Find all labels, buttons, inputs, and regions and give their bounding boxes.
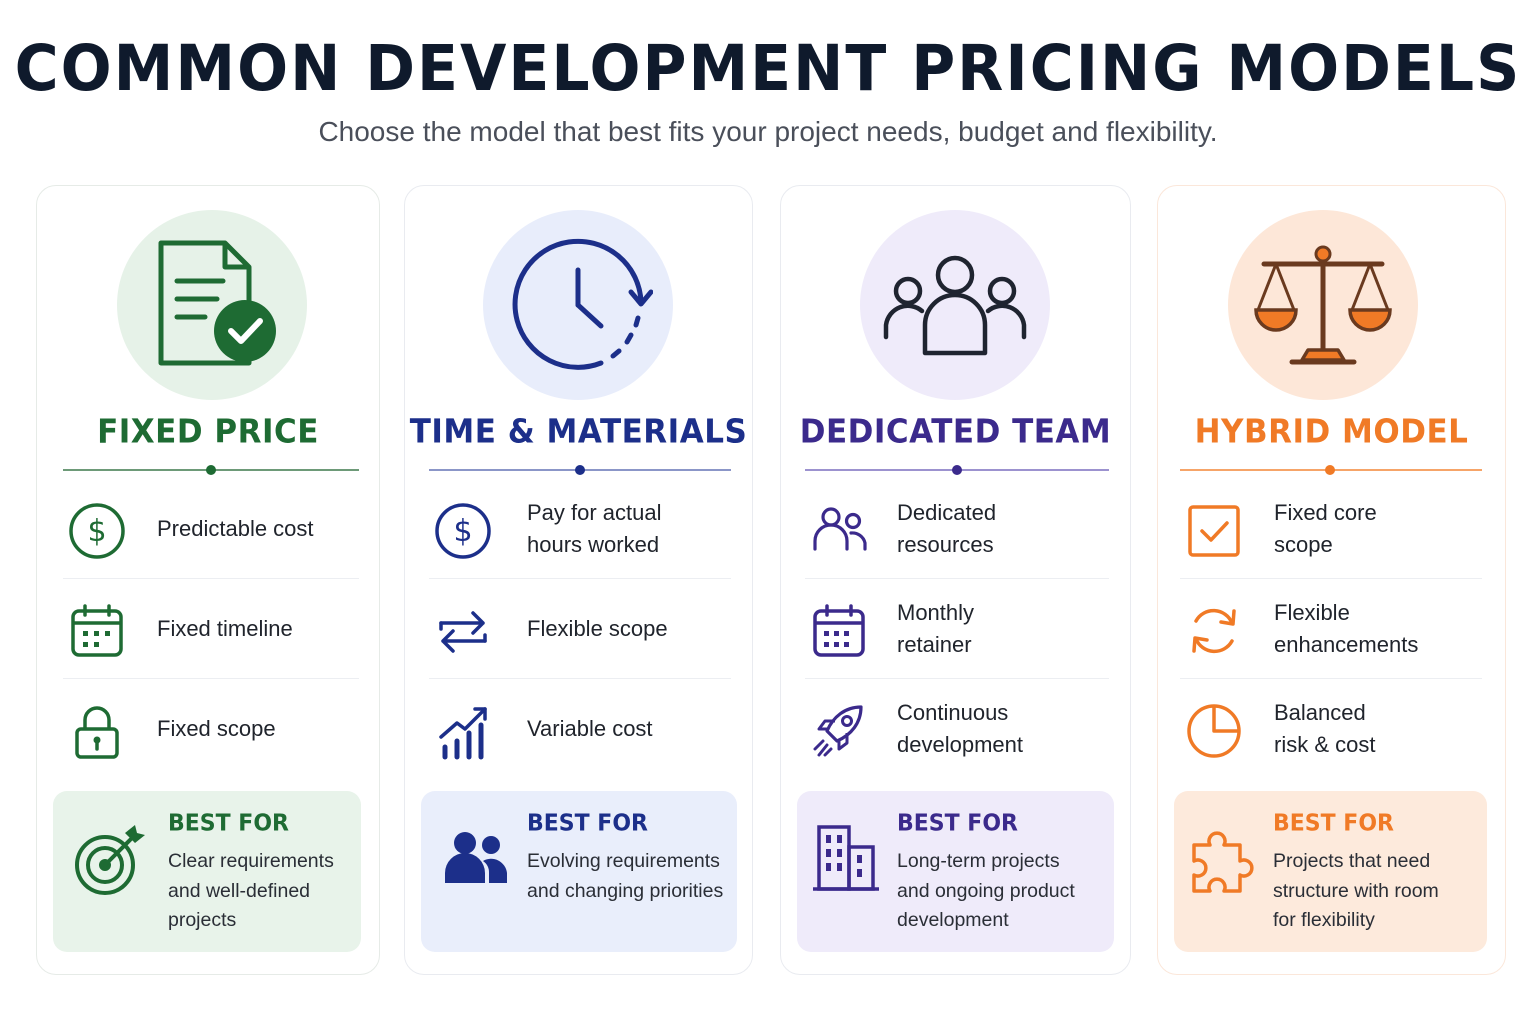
feature-text: Predictable cost — [157, 516, 314, 541]
target-icon — [75, 825, 145, 895]
rocket-icon — [813, 705, 863, 757]
swap-arrows-icon — [439, 611, 487, 653]
calendar-icon — [813, 604, 865, 657]
feature-item: Flexible enhancements — [1180, 579, 1482, 679]
card-title: FIXED PRICE — [97, 413, 319, 451]
card-title: HYBRID MODEL — [1194, 413, 1469, 451]
document-check-icon — [158, 240, 276, 366]
title-divider — [63, 465, 359, 475]
best-for-heading: BEST FOR — [897, 810, 1018, 837]
best-for-panel: BEST FOR Projects that need structure wi… — [1174, 791, 1487, 952]
feature-item: Dedicated resources — [805, 479, 1109, 579]
feature-item: Flexible scope — [429, 579, 731, 679]
feature-text: Pay for actual hours worked — [527, 500, 662, 557]
feature-text: Flexible scope — [527, 616, 668, 641]
feature-text: Fixed timeline — [157, 616, 293, 641]
best-for-text: Long-term projects and ongoing product d… — [897, 850, 1075, 931]
feature-text: Flexible enhancements — [1274, 600, 1419, 657]
people-icon — [813, 507, 867, 551]
feature-text: Fixed core scope — [1274, 500, 1377, 557]
svg-text:$: $ — [87, 514, 106, 549]
title-divider — [805, 465, 1109, 475]
card-time-materials: TIME & MATERIALS $ Pay for actual hours … — [404, 185, 753, 975]
card-fixed-price: FIXED PRICE $ Predictable cost Fixed tim… — [36, 185, 380, 975]
title-divider — [429, 465, 731, 475]
best-for-panel: BEST FOR Clear requirements and well-def… — [53, 791, 361, 952]
card-title: TIME & MATERIALS — [409, 413, 748, 451]
best-for-heading: BEST FOR — [527, 810, 648, 837]
puzzle-icon — [1192, 831, 1254, 893]
balance-scale-icon — [1254, 245, 1392, 365]
hero-circle — [117, 210, 307, 400]
feature-item: Monthly retainer — [805, 579, 1109, 679]
best-for-heading: BEST FOR — [168, 810, 289, 837]
feature-item: Fixed timeline — [63, 579, 359, 679]
hero-circle — [1228, 210, 1418, 400]
best-for-text: Evolving requirements and changing prior… — [527, 850, 724, 902]
pie-chart-icon — [1187, 704, 1241, 758]
feature-text: Fixed scope — [157, 716, 276, 741]
hero-circle — [860, 210, 1050, 400]
dollar-circle-icon: $ — [435, 503, 491, 559]
clock-cycle-icon — [512, 238, 653, 370]
svg-text:$: $ — [453, 514, 472, 549]
feature-text: Balanced risk & cost — [1274, 700, 1376, 757]
refresh-icon — [1192, 608, 1236, 654]
best-for-panel: BEST FOR Evolving requirements and chang… — [421, 791, 737, 952]
checkbox-icon — [1188, 505, 1240, 557]
card-hybrid-model: HYBRID MODEL Fixed core scope Flexible e… — [1157, 185, 1506, 975]
card-title: DEDICATED TEAM — [799, 413, 1112, 451]
best-for-panel: BEST FOR Long-term projects and ongoing … — [797, 791, 1114, 952]
feature-item: Fixed scope — [63, 679, 359, 779]
card-dedicated-team: DEDICATED TEAM Dedicated resources Month… — [780, 185, 1131, 975]
feature-item: Balanced risk & cost — [1180, 679, 1482, 779]
feature-item: Variable cost — [429, 679, 731, 779]
feature-text: Continuous development — [897, 700, 1023, 757]
page-title: COMMON DEVELOPMENT PRICING MODELS — [14, 31, 1522, 107]
building-icon — [813, 825, 879, 891]
feature-item: $ Pay for actual hours worked — [429, 479, 731, 579]
team-icon — [883, 255, 1027, 356]
dollar-circle-icon: $ — [69, 503, 125, 559]
best-for-heading: BEST FOR — [1273, 810, 1394, 837]
hero-circle — [483, 210, 673, 400]
lock-icon — [75, 706, 119, 759]
feature-text: Dedicated resources — [897, 500, 997, 557]
feature-item: $ Predictable cost — [63, 479, 359, 579]
feature-item: Fixed core scope — [1180, 479, 1482, 579]
users-icon — [445, 832, 507, 883]
feature-item: Continuous development — [805, 679, 1109, 779]
feature-text: Monthly retainer — [897, 600, 975, 657]
calendar-icon — [71, 604, 123, 657]
best-for-text: Clear requirements and well-defined proj… — [168, 850, 334, 931]
feature-text: Variable cost — [527, 716, 653, 741]
best-for-text: Projects that need structure with room f… — [1273, 850, 1439, 931]
page-subtitle: Choose the model that best fits your pro… — [318, 116, 1218, 147]
title-divider — [1180, 465, 1482, 475]
growth-chart-icon — [439, 707, 487, 760]
